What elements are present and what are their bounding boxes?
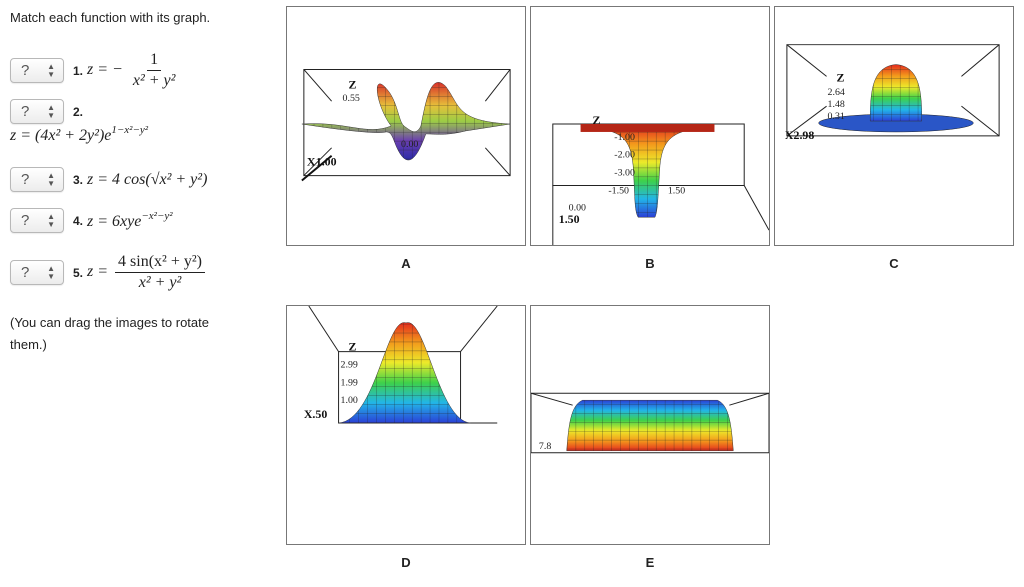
answer-select-1[interactable]: ? ▲ ▼ (10, 58, 64, 83)
svg-text:7.8: 7.8 (539, 441, 551, 452)
graph-panel-d[interactable]: Z 2.99 1.99 1.00 X.50 (286, 305, 526, 545)
question-number: 2. (73, 104, 84, 119)
svg-text:X2.98: X2.98 (785, 128, 814, 142)
svg-text:0.31: 0.31 (828, 111, 845, 122)
question-5: ? ▲ ▼ 5. z = 4 sin(x² + y²) x² + y² (10, 253, 208, 292)
z-axis-label: Z (348, 77, 356, 91)
graph-panel-b[interactable]: Z -1.00 -2.00 -3.00 -1.50 1.50 0.00 1.50 (530, 6, 770, 246)
answer-select-2[interactable]: ? ▲ ▼ (10, 99, 64, 124)
question-4: ? ▲ ▼ 4. z = 6xye−x²−y² (10, 208, 173, 233)
panel-label-a: A (401, 256, 411, 271)
question-number: 5. (73, 265, 84, 280)
svg-text:2.99: 2.99 (341, 359, 358, 370)
question-3: ? ▲ ▼ 3. z = 4 cos(√x² + y²) (10, 167, 207, 192)
svg-text:-1.00: -1.00 (614, 132, 635, 143)
svg-text:0.00: 0.00 (569, 202, 586, 213)
svg-text:Z: Z (592, 113, 600, 127)
svg-text:1.99: 1.99 (341, 377, 358, 388)
stepper-arrows-icon: ▲ ▼ (47, 263, 55, 281)
stepper-arrows-icon: ▲ ▼ (47, 211, 55, 229)
svg-text:1.00: 1.00 (316, 155, 337, 169)
graph-panel-c[interactable]: Z 2.64 1.48 0.31 X2.98 (774, 6, 1014, 246)
svg-text:X: X (307, 155, 316, 169)
question-number: 4. (73, 213, 84, 228)
svg-text:1.50: 1.50 (559, 212, 580, 226)
svg-text:0.55: 0.55 (343, 93, 360, 104)
svg-text:-3.00: -3.00 (614, 168, 635, 179)
svg-text:1.50: 1.50 (668, 185, 685, 196)
question-1: ? ▲ ▼ 1. z = − 1 x² + y² (10, 51, 181, 90)
answer-select-4[interactable]: ? ▲ ▼ (10, 208, 64, 233)
panel-label-c: C (889, 256, 899, 271)
formula-5: z = 4 sin(x² + y²) x² + y² (87, 253, 208, 292)
svg-text:Z: Z (836, 70, 844, 84)
stepper-arrows-icon: ▲ ▼ (47, 170, 55, 188)
question-number: 1. (73, 63, 84, 78)
svg-text:0.00: 0.00 (401, 139, 418, 150)
svg-text:-1.50: -1.50 (608, 185, 629, 196)
stepper-arrows-icon: ▲ ▼ (47, 61, 55, 79)
panel-label-d: D (401, 555, 411, 570)
svg-text:-2.00: -2.00 (614, 150, 635, 161)
svg-text:X.50: X.50 (304, 407, 328, 421)
formula-1: z = − 1 x² + y² (87, 51, 176, 89)
answer-select-5[interactable]: ? ▲ ▼ (10, 260, 64, 285)
svg-text:1.00: 1.00 (341, 395, 358, 406)
formula-3: z = 4 cos(√x² + y²) (87, 170, 208, 188)
formula-2: z = (4x² + 2y²)e1−x²−y² (10, 124, 149, 144)
formula-4: z = 6xye−x²−y² (87, 210, 173, 230)
panel-label-b: B (645, 256, 655, 271)
instructions: Match each function with its graph. (10, 10, 211, 25)
graph-panel-a[interactable]: Z 0.55 X 1.00 0.00 (286, 6, 526, 246)
question-2: ? ▲ ▼ 2. (10, 99, 87, 124)
svg-text:Z: Z (348, 340, 356, 354)
stepper-arrows-icon: ▲ ▼ (47, 102, 55, 120)
answer-select-3[interactable]: ? ▲ ▼ (10, 167, 64, 192)
panel-label-e: E (645, 555, 655, 570)
question-number: 3. (73, 172, 84, 187)
drag-note: (You can drag the images to rotate them.… (10, 315, 209, 352)
svg-text:2.64: 2.64 (828, 87, 845, 98)
graph-panel-e[interactable]: 7.8 (530, 305, 770, 545)
svg-text:1.48: 1.48 (828, 99, 845, 110)
